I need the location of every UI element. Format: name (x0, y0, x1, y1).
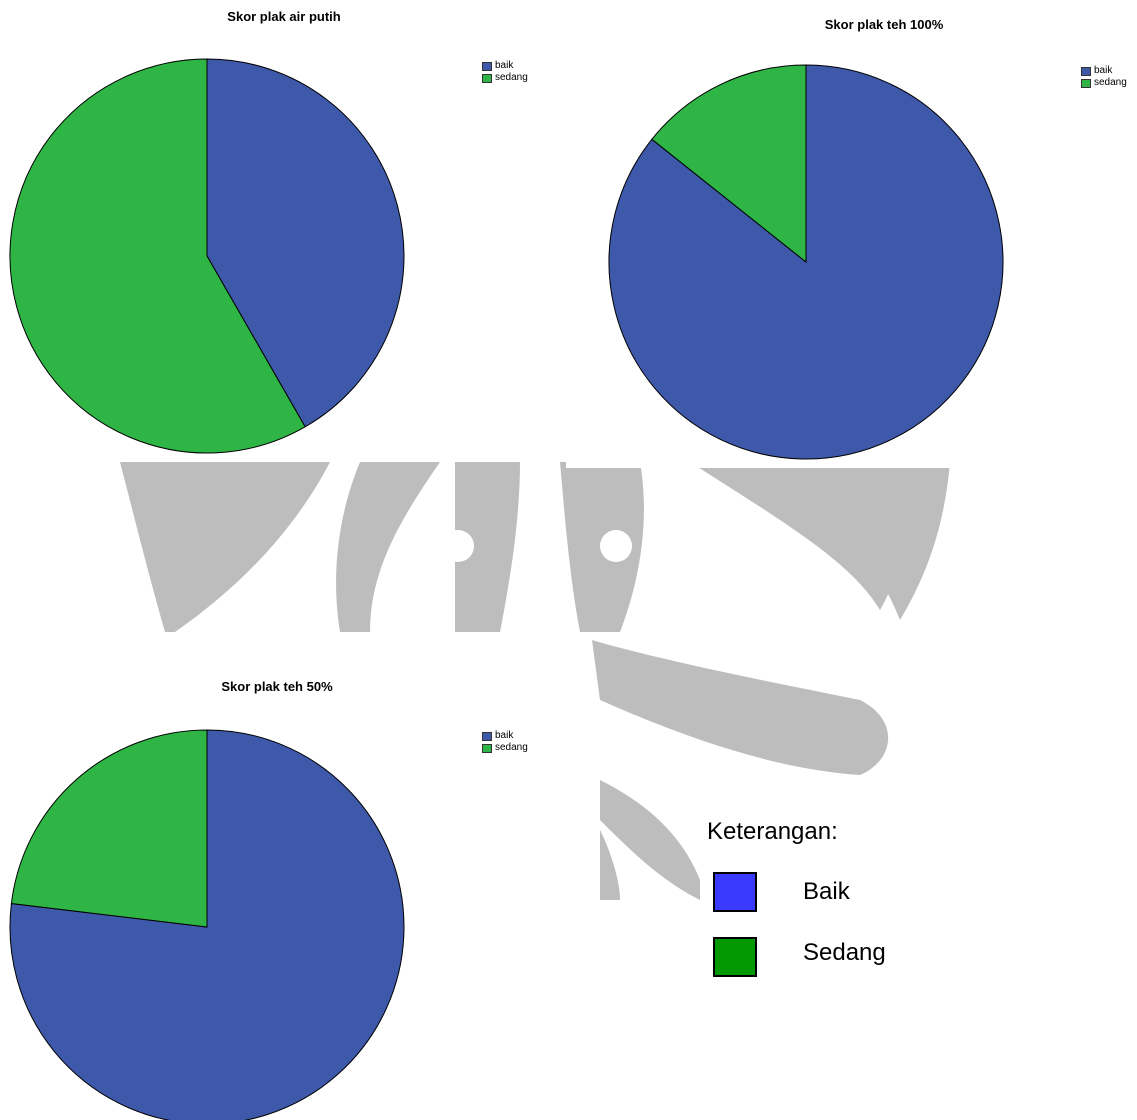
legend-swatch-baik (1081, 66, 1091, 76)
pie-slice-sedang (10, 729, 208, 928)
pie-chart-air-putih: Skor plak air putih baik sedang (0, 0, 566, 462)
legend-label: baik (1094, 65, 1113, 76)
chart-title: Skor plak teh 100% (824, 17, 944, 32)
legend-label: baik (495, 60, 514, 71)
keterangan-legend: Keterangan: Baik Sedang (707, 812, 1007, 1002)
legend-swatch-baik (482, 731, 492, 741)
keterangan-swatch-baik (713, 872, 757, 912)
legend-item-sedang: sedang (1081, 77, 1127, 89)
legend-label: sedang (495, 742, 528, 753)
legend-item-sedang: sedang (482, 742, 528, 754)
pie-chart-teh-50: Skor plak teh 50% baik sedang (0, 632, 592, 1120)
pie-plot (9, 729, 405, 1120)
pie-slice-baik (9, 729, 405, 1120)
legend-label: sedang (495, 72, 528, 83)
legend-swatch-baik (482, 61, 492, 71)
keterangan-label-baik: Baik (803, 878, 850, 905)
pie-chart-teh-100: Skor plak teh 100% baik sedang (566, 0, 1137, 468)
legend-item-sedang: sedang (482, 72, 528, 84)
legend-swatch-sedang (1081, 78, 1091, 88)
keterangan-swatch-sedang (713, 937, 757, 977)
chart-legend: baik sedang (1081, 65, 1127, 89)
legend-item-baik: baik (482, 60, 528, 72)
legend-label: baik (495, 730, 514, 741)
legend-item-baik: baik (482, 730, 528, 742)
chart-legend: baik sedang (482, 60, 528, 84)
legend-label: sedang (1094, 77, 1127, 88)
chart-legend: baik sedang (482, 730, 528, 754)
pie-slice-baik (206, 58, 405, 428)
pie-slice-sedang (9, 58, 306, 454)
legend-swatch-sedang (482, 73, 492, 83)
pie-plot (9, 58, 405, 454)
keterangan-title: Keterangan: (707, 818, 838, 845)
pie-slice-sedang (651, 64, 807, 264)
legend-swatch-sedang (482, 743, 492, 753)
chart-title: Skor plak air putih (227, 9, 341, 24)
legend-item-baik: baik (1081, 65, 1127, 77)
chart-title: Skor plak teh 50% (221, 679, 333, 694)
keterangan-label-sedang: Sedang (803, 939, 886, 966)
pie-plot (608, 64, 1004, 460)
